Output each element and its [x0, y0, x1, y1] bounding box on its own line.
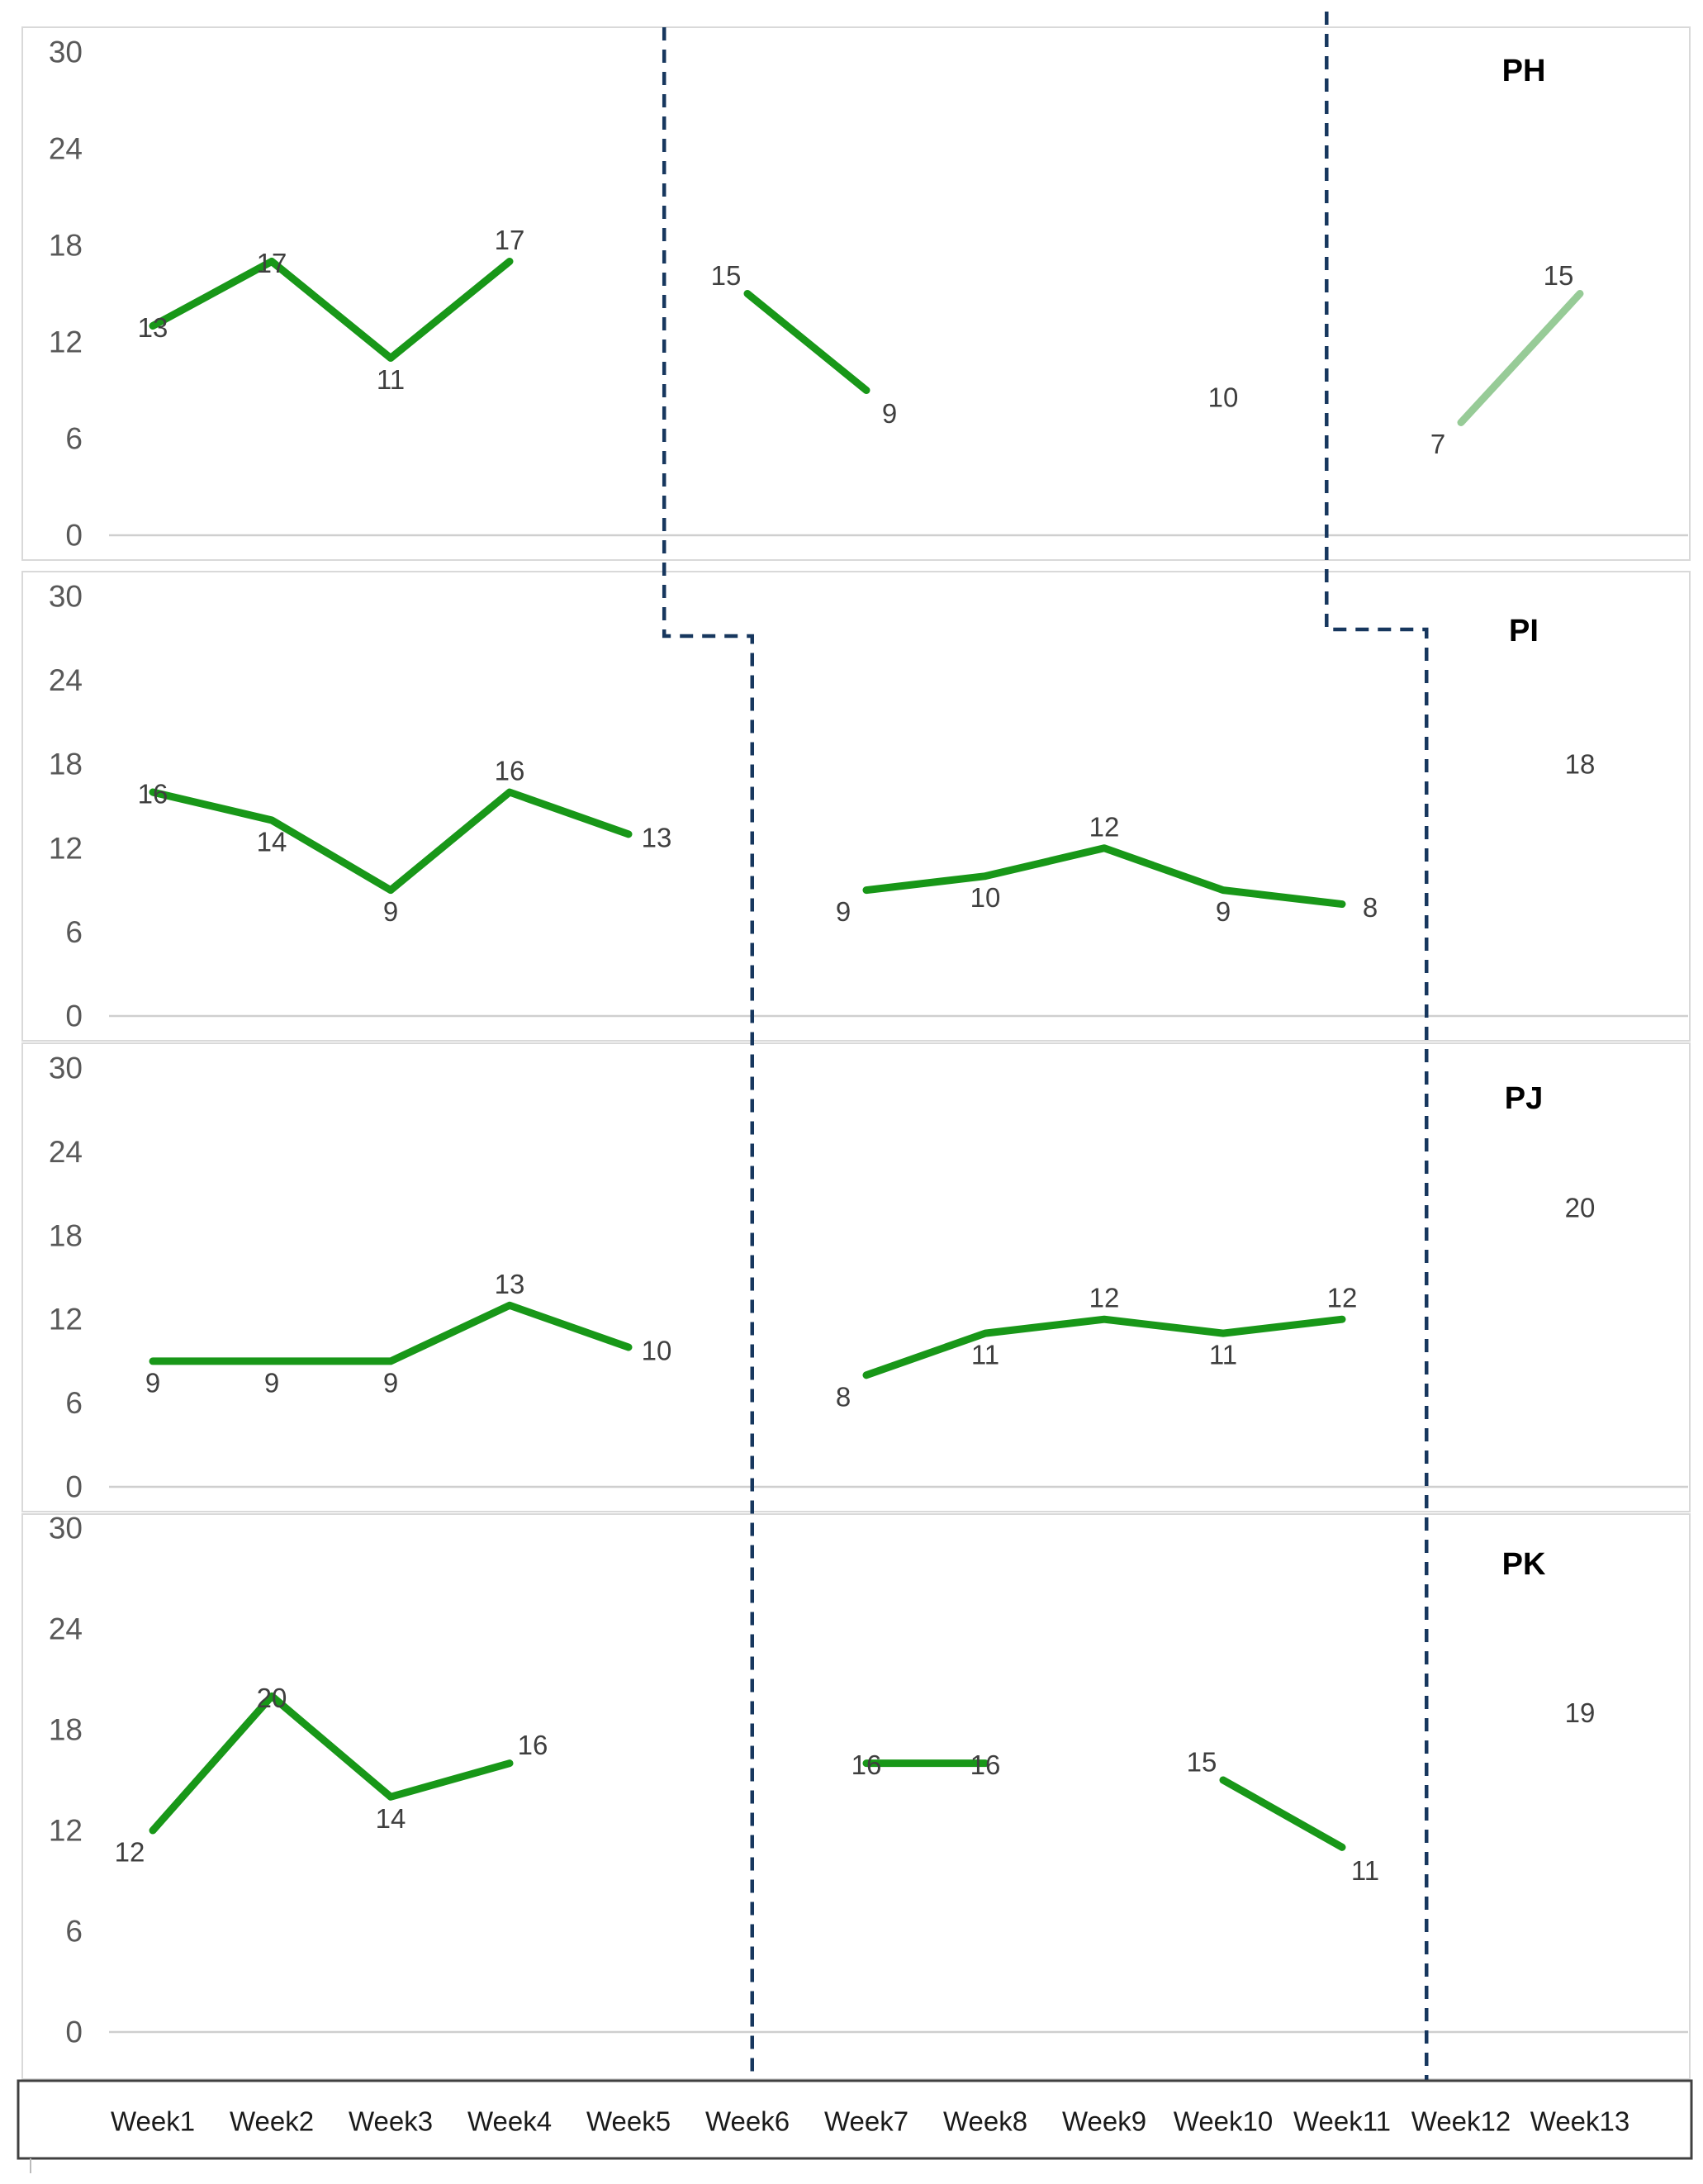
week-label: Week5 — [586, 2106, 671, 2137]
data-label: 16 — [970, 1750, 1001, 1780]
y-tick-label: 6 — [65, 1915, 83, 1949]
isolated-data-label: 18 — [1565, 749, 1596, 780]
data-label: 9 — [836, 896, 851, 927]
panel-border-ph — [21, 26, 1691, 561]
y-tick-label: 30 — [49, 1512, 83, 1545]
week-label: Week4 — [467, 2106, 552, 2137]
data-label: 17 — [495, 225, 525, 255]
week-label: Week6 — [705, 2106, 790, 2137]
y-tick-label: 24 — [49, 1135, 83, 1169]
week-label: Week8 — [943, 2106, 1027, 2137]
y-tick-label: 30 — [49, 36, 83, 69]
data-label: 9 — [145, 1367, 160, 1398]
series-line-ph-follow-up — [1457, 290, 1584, 426]
series-line-pi-baseline — [149, 788, 633, 895]
week-label: Week3 — [349, 2106, 433, 2137]
y-tick-label: 18 — [49, 229, 83, 263]
panel-border-pj — [21, 1042, 1691, 1512]
data-label: 9 — [1216, 896, 1231, 927]
data-label: 11 — [1351, 1855, 1379, 1886]
data-label: 15 — [1544, 260, 1574, 291]
y-tick-label: 30 — [49, 1052, 83, 1085]
panel-title-pj: PJ — [1505, 1081, 1543, 1116]
data-label: 16 — [518, 1730, 548, 1760]
data-label: 9 — [264, 1367, 279, 1398]
data-label: 11 — [1209, 1340, 1237, 1370]
data-label: 15 — [1187, 1747, 1217, 1778]
data-label: 10 — [642, 1336, 672, 1366]
panel-title-ph: PH — [1502, 54, 1546, 88]
week-label: Week9 — [1062, 2106, 1146, 2137]
data-label: 13 — [495, 1269, 525, 1299]
week-label: Week10 — [1174, 2106, 1273, 2137]
data-label: 17 — [257, 248, 287, 278]
data-label: 13 — [642, 822, 672, 852]
y-tick-label: 0 — [65, 2015, 83, 2049]
data-label: 16 — [852, 1750, 882, 1780]
data-label: 12 — [115, 1837, 145, 1868]
data-label: 7 — [1430, 429, 1445, 459]
panel-border-pi — [21, 571, 1691, 1042]
week-label: Week1 — [111, 2106, 195, 2137]
series-line-ph-baseline — [149, 258, 514, 362]
series-line-pk-intervention-2 — [1219, 1776, 1346, 1851]
data-label: 10 — [970, 882, 1001, 913]
week-axis-box — [17, 2079, 1693, 2160]
data-label: 13 — [138, 312, 168, 343]
y-tick-label: 0 — [65, 1470, 83, 1504]
data-label: 9 — [882, 398, 897, 429]
phase-change-line-1 — [662, 27, 755, 2081]
panel-border-pk — [21, 1513, 1691, 2080]
y-tick-label: 12 — [49, 831, 83, 865]
isolated-data-label: 10 — [1208, 382, 1239, 413]
y-tick-label: 12 — [49, 1303, 83, 1337]
y-tick-label: 24 — [49, 663, 83, 697]
panel-title-pk: PK — [1502, 1547, 1546, 1582]
series-line-pj-intervention — [862, 1315, 1346, 1379]
data-label: 9 — [383, 1367, 398, 1398]
isolated-data-label: 19 — [1565, 1697, 1596, 1728]
week-label: Week12 — [1411, 2106, 1511, 2137]
series-line-pi-intervention — [862, 844, 1346, 909]
y-tick-label: 24 — [49, 132, 83, 166]
data-label: 12 — [1327, 1283, 1358, 1313]
week-label: Week7 — [824, 2106, 908, 2137]
series-line-ph-intervention — [743, 290, 870, 394]
data-label: 15 — [711, 260, 742, 291]
week-label: Week2 — [230, 2106, 314, 2137]
panel-title-pi: PI — [1509, 614, 1539, 648]
data-label: 8 — [1363, 892, 1378, 923]
data-label: 16 — [495, 756, 525, 786]
y-tick-label: 6 — [65, 1386, 83, 1420]
data-label: 14 — [257, 826, 287, 857]
y-tick-label: 6 — [65, 422, 83, 456]
data-label: 14 — [376, 1803, 406, 1834]
y-tick-label: 0 — [65, 519, 83, 553]
data-label: 12 — [1089, 811, 1120, 842]
y-tick-label: 12 — [49, 1814, 83, 1848]
data-label: 20 — [257, 1683, 287, 1713]
week-label: Week11 — [1293, 2106, 1391, 2137]
y-tick-label: 18 — [49, 748, 83, 781]
series-line-pk-baseline — [149, 1692, 514, 1835]
y-tick-label: 18 — [49, 1218, 83, 1252]
y-tick-label: 18 — [49, 1713, 83, 1747]
data-label: 11 — [971, 1340, 999, 1370]
y-tick-label: 30 — [49, 580, 83, 614]
data-label: 16 — [138, 779, 168, 810]
series-line-pj-baseline — [149, 1301, 633, 1365]
y-tick-label: 0 — [65, 999, 83, 1033]
data-label: 11 — [377, 364, 405, 395]
y-tick-label: 12 — [49, 325, 83, 359]
phase-change-line-2 — [1325, 12, 1429, 2081]
data-label: 9 — [383, 896, 398, 927]
isolated-data-label: 20 — [1565, 1193, 1596, 1223]
y-tick-label: 6 — [65, 915, 83, 949]
week-label: Week13 — [1530, 2106, 1629, 2137]
data-label: 12 — [1089, 1283, 1120, 1313]
y-tick-label: 24 — [49, 1612, 83, 1646]
data-label: 8 — [836, 1381, 851, 1412]
